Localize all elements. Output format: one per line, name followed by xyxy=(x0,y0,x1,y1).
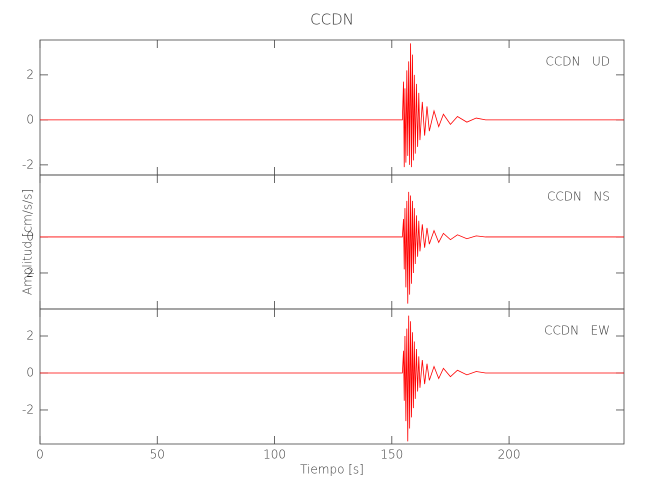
panel-frame xyxy=(39,39,625,176)
waveform xyxy=(40,191,624,304)
y-axis-label: Amplitud [cm/s/s] xyxy=(21,189,35,295)
x-tick-label: 0 xyxy=(36,448,44,462)
series-label: CCDN UD xyxy=(546,55,610,69)
y-tick-label: 2 xyxy=(26,329,34,343)
x-tick-label: 100 xyxy=(263,448,286,462)
y-tick-label: 0 xyxy=(26,365,34,379)
panel-frame xyxy=(39,308,625,445)
x-axis-label: Tiempo [s] xyxy=(300,463,364,477)
x-tick-label: 150 xyxy=(380,448,403,462)
series-label: CCDN NS xyxy=(547,190,610,204)
y-tick-label: 0 xyxy=(26,112,34,126)
chart-title: CCDN xyxy=(310,11,354,29)
x-tick-label: 50 xyxy=(150,448,165,462)
series-label: CCDN EW xyxy=(544,324,610,338)
x-tick-label: 200 xyxy=(498,448,521,462)
y-tick-label: -2 xyxy=(22,157,34,171)
y-tick-label: 2 xyxy=(26,67,34,81)
panel-frame xyxy=(39,174,625,310)
y-tick-label: 0 xyxy=(26,229,34,243)
y-tick-label: 2 xyxy=(26,265,34,279)
waveform xyxy=(40,315,624,442)
waveform xyxy=(40,43,624,168)
y-tick-label: -2 xyxy=(22,402,34,416)
